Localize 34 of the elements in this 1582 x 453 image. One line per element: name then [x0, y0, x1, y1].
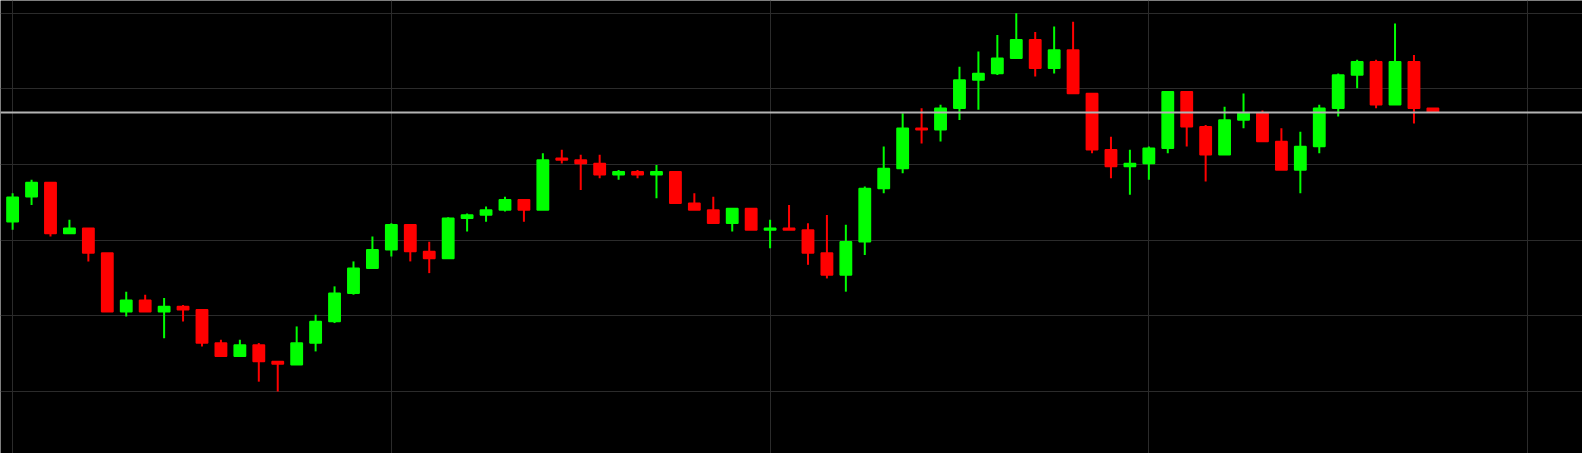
candlestick [650, 163, 663, 200]
candlestick [763, 218, 777, 250]
candlestick [706, 195, 720, 225]
candlestick [574, 153, 588, 191]
candlestick [877, 145, 891, 195]
candlestick [1237, 92, 1250, 130]
candlestick [934, 103, 947, 143]
candlestick [1047, 25, 1061, 75]
candlestick [1123, 148, 1137, 196]
candlestick [119, 290, 133, 318]
candlestick [801, 222, 815, 266]
candlestick [725, 207, 739, 233]
candlestick [1104, 135, 1118, 180]
candlestick [1009, 12, 1023, 60]
candlestick [25, 178, 38, 207]
candlestick [365, 235, 379, 270]
candlestick [1142, 145, 1156, 181]
candlestick [309, 313, 323, 353]
candlestick [593, 153, 607, 180]
candlestick [271, 360, 285, 393]
candlestick [744, 207, 758, 231]
candlestick [1350, 58, 1364, 90]
candlestick [782, 204, 796, 232]
candlestick [290, 325, 304, 366]
candlestick [157, 297, 171, 340]
candlestick [460, 212, 474, 233]
candlestick [820, 213, 834, 280]
candlestick [422, 240, 436, 275]
candlestick [915, 107, 929, 145]
candlestick [1293, 130, 1307, 195]
candlestick [971, 50, 985, 111]
candlestick [990, 33, 1004, 76]
candlestick [517, 198, 531, 223]
candlestick [252, 342, 266, 383]
